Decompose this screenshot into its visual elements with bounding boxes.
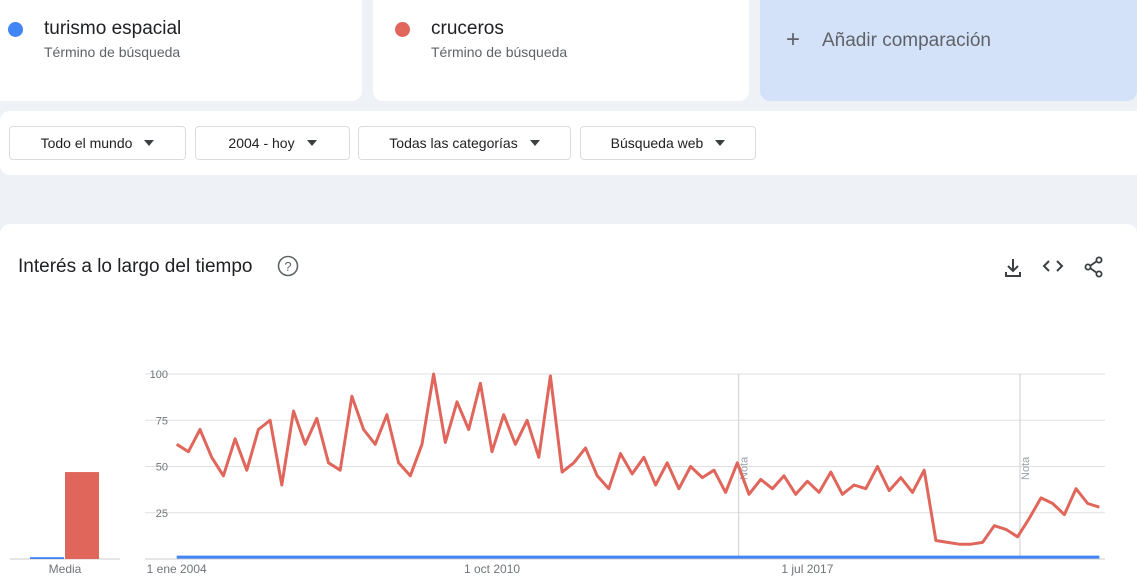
plus-icon: + bbox=[786, 26, 801, 53]
add-comparison[interactable]: + Añadir comparación bbox=[760, 0, 1137, 101]
y-tick-label: 75 bbox=[156, 415, 168, 427]
term-name: turismo espacial bbox=[44, 18, 182, 39]
term-name: cruceros bbox=[431, 18, 504, 39]
term-subtitle: Término de búsqueda bbox=[44, 44, 181, 60]
caret bbox=[529, 140, 540, 146]
filter-dropdown[interactable]: Búsqueda web bbox=[580, 126, 756, 160]
filter-label: 2004 - hoy bbox=[228, 135, 295, 151]
x-tick-label: 1 ene 2004 bbox=[147, 562, 207, 576]
term-dot bbox=[395, 22, 410, 37]
average-bar bbox=[30, 557, 64, 559]
term-dot bbox=[8, 22, 23, 37]
filter-label: Todas las categorías bbox=[389, 135, 518, 151]
add-comparison-label: Añadir comparación bbox=[822, 30, 991, 51]
svg-text:?: ? bbox=[284, 259, 291, 274]
term-subtitle: Término de búsqueda bbox=[431, 44, 568, 60]
y-tick-label: 50 bbox=[156, 462, 168, 474]
filter-dropdown[interactable]: 2004 - hoy bbox=[195, 126, 350, 160]
filter-dropdown[interactable]: Todo el mundo bbox=[9, 126, 186, 160]
caret bbox=[715, 140, 726, 146]
x-tick-label: 1 jul 2017 bbox=[781, 562, 833, 576]
embed-icon[interactable] bbox=[1042, 260, 1064, 272]
x-tick-label: 1 oct 2010 bbox=[464, 562, 520, 576]
annotation-label: Nota bbox=[1020, 456, 1032, 480]
help-icon[interactable]: ? bbox=[277, 255, 299, 277]
filter-label: Todo el mundo bbox=[40, 135, 133, 151]
average-label: Media bbox=[49, 562, 82, 576]
term-card[interactable]: cruceros Término de búsqueda bbox=[373, 0, 749, 101]
average-bar bbox=[65, 472, 99, 559]
caret bbox=[144, 140, 155, 146]
chart-card bbox=[0, 224, 1137, 588]
section-title: Interés a lo largo del tiempo bbox=[18, 256, 253, 277]
filter-dropdown[interactable]: Todas las categorías bbox=[358, 126, 571, 160]
share-icon[interactable] bbox=[1084, 256, 1103, 278]
y-tick-label: 100 bbox=[150, 369, 168, 381]
download-icon[interactable] bbox=[1005, 259, 1021, 277]
filter-label: Búsqueda web bbox=[610, 135, 704, 151]
series-line bbox=[175, 372, 1100, 546]
y-tick-label: 25 bbox=[156, 508, 168, 520]
caret bbox=[306, 140, 317, 146]
term-card[interactable]: turismo espacial Término de búsqueda bbox=[0, 0, 362, 101]
